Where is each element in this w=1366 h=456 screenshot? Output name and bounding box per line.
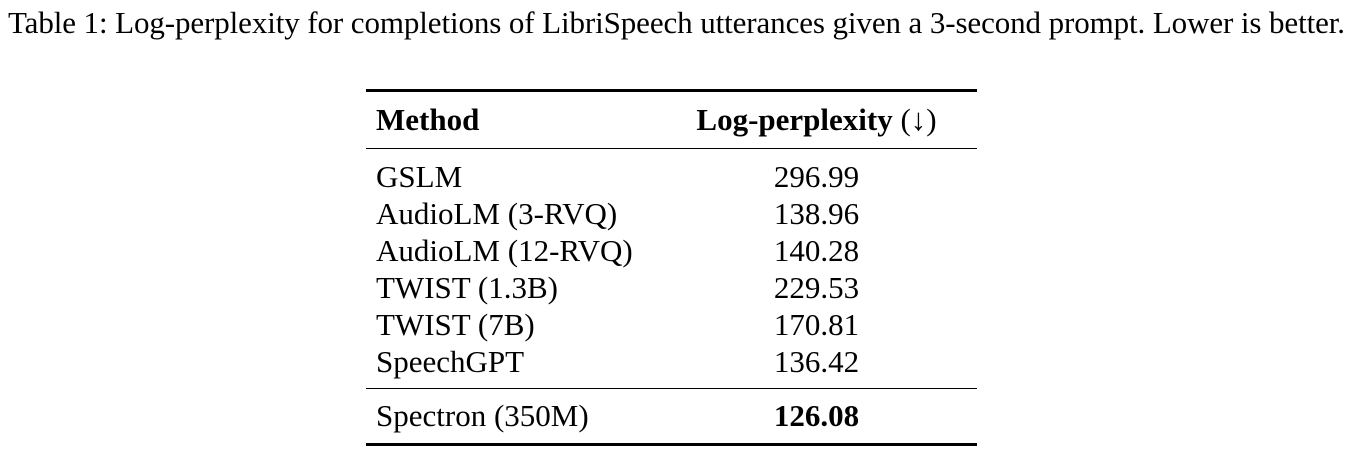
table-row: AudioLM (3-RVQ) 138.96 xyxy=(366,195,977,232)
row-value: 138.96 xyxy=(773,196,860,231)
row-value: 296.99 xyxy=(773,159,860,194)
header-method: Method xyxy=(376,102,480,137)
row-method: TWIST (1.3B) xyxy=(376,270,558,305)
row-value: 140.28 xyxy=(773,233,860,268)
table-row: AudioLM (12-RVQ) 140.28 xyxy=(366,232,977,269)
table-row-spectron: Spectron (350M) 126.08 xyxy=(366,388,977,445)
row-value-best: 126.08 xyxy=(773,398,860,433)
row-value: 136.42 xyxy=(773,344,860,379)
table-row: TWIST (7B) 170.81 xyxy=(366,306,977,343)
header-log-perplexity: Log-perplexity (↓) xyxy=(656,91,977,149)
row-value: 229.53 xyxy=(773,270,860,305)
row-method: TWIST (7B) xyxy=(376,307,535,342)
row-method: AudioLM (12-RVQ) xyxy=(376,233,633,268)
row-value: 170.81 xyxy=(773,307,860,342)
header-metric-label: Log-perplexity xyxy=(696,102,893,137)
table-header-row: Method Log-perplexity (↓) xyxy=(366,90,977,149)
row-method: AudioLM (3-RVQ) xyxy=(376,196,618,231)
row-method: SpeechGPT xyxy=(376,344,525,379)
table-row: SpeechGPT 136.42 xyxy=(366,343,977,389)
results-table: Method Log-perplexity (↓) GSLM 296.99 Au… xyxy=(366,89,977,446)
table-row: GSLM 296.99 xyxy=(366,149,977,196)
row-method: Spectron (350M) xyxy=(376,398,589,433)
table-caption: Table 1: Log-perplexity for completions … xyxy=(8,5,1345,40)
row-method: GSLM xyxy=(376,159,463,194)
results-table-container: Method Log-perplexity (↓) GSLM 296.99 Au… xyxy=(366,89,977,446)
lower-is-better-arrow: (↓) xyxy=(900,102,937,137)
table-row: TWIST (1.3B) 229.53 xyxy=(366,269,977,306)
